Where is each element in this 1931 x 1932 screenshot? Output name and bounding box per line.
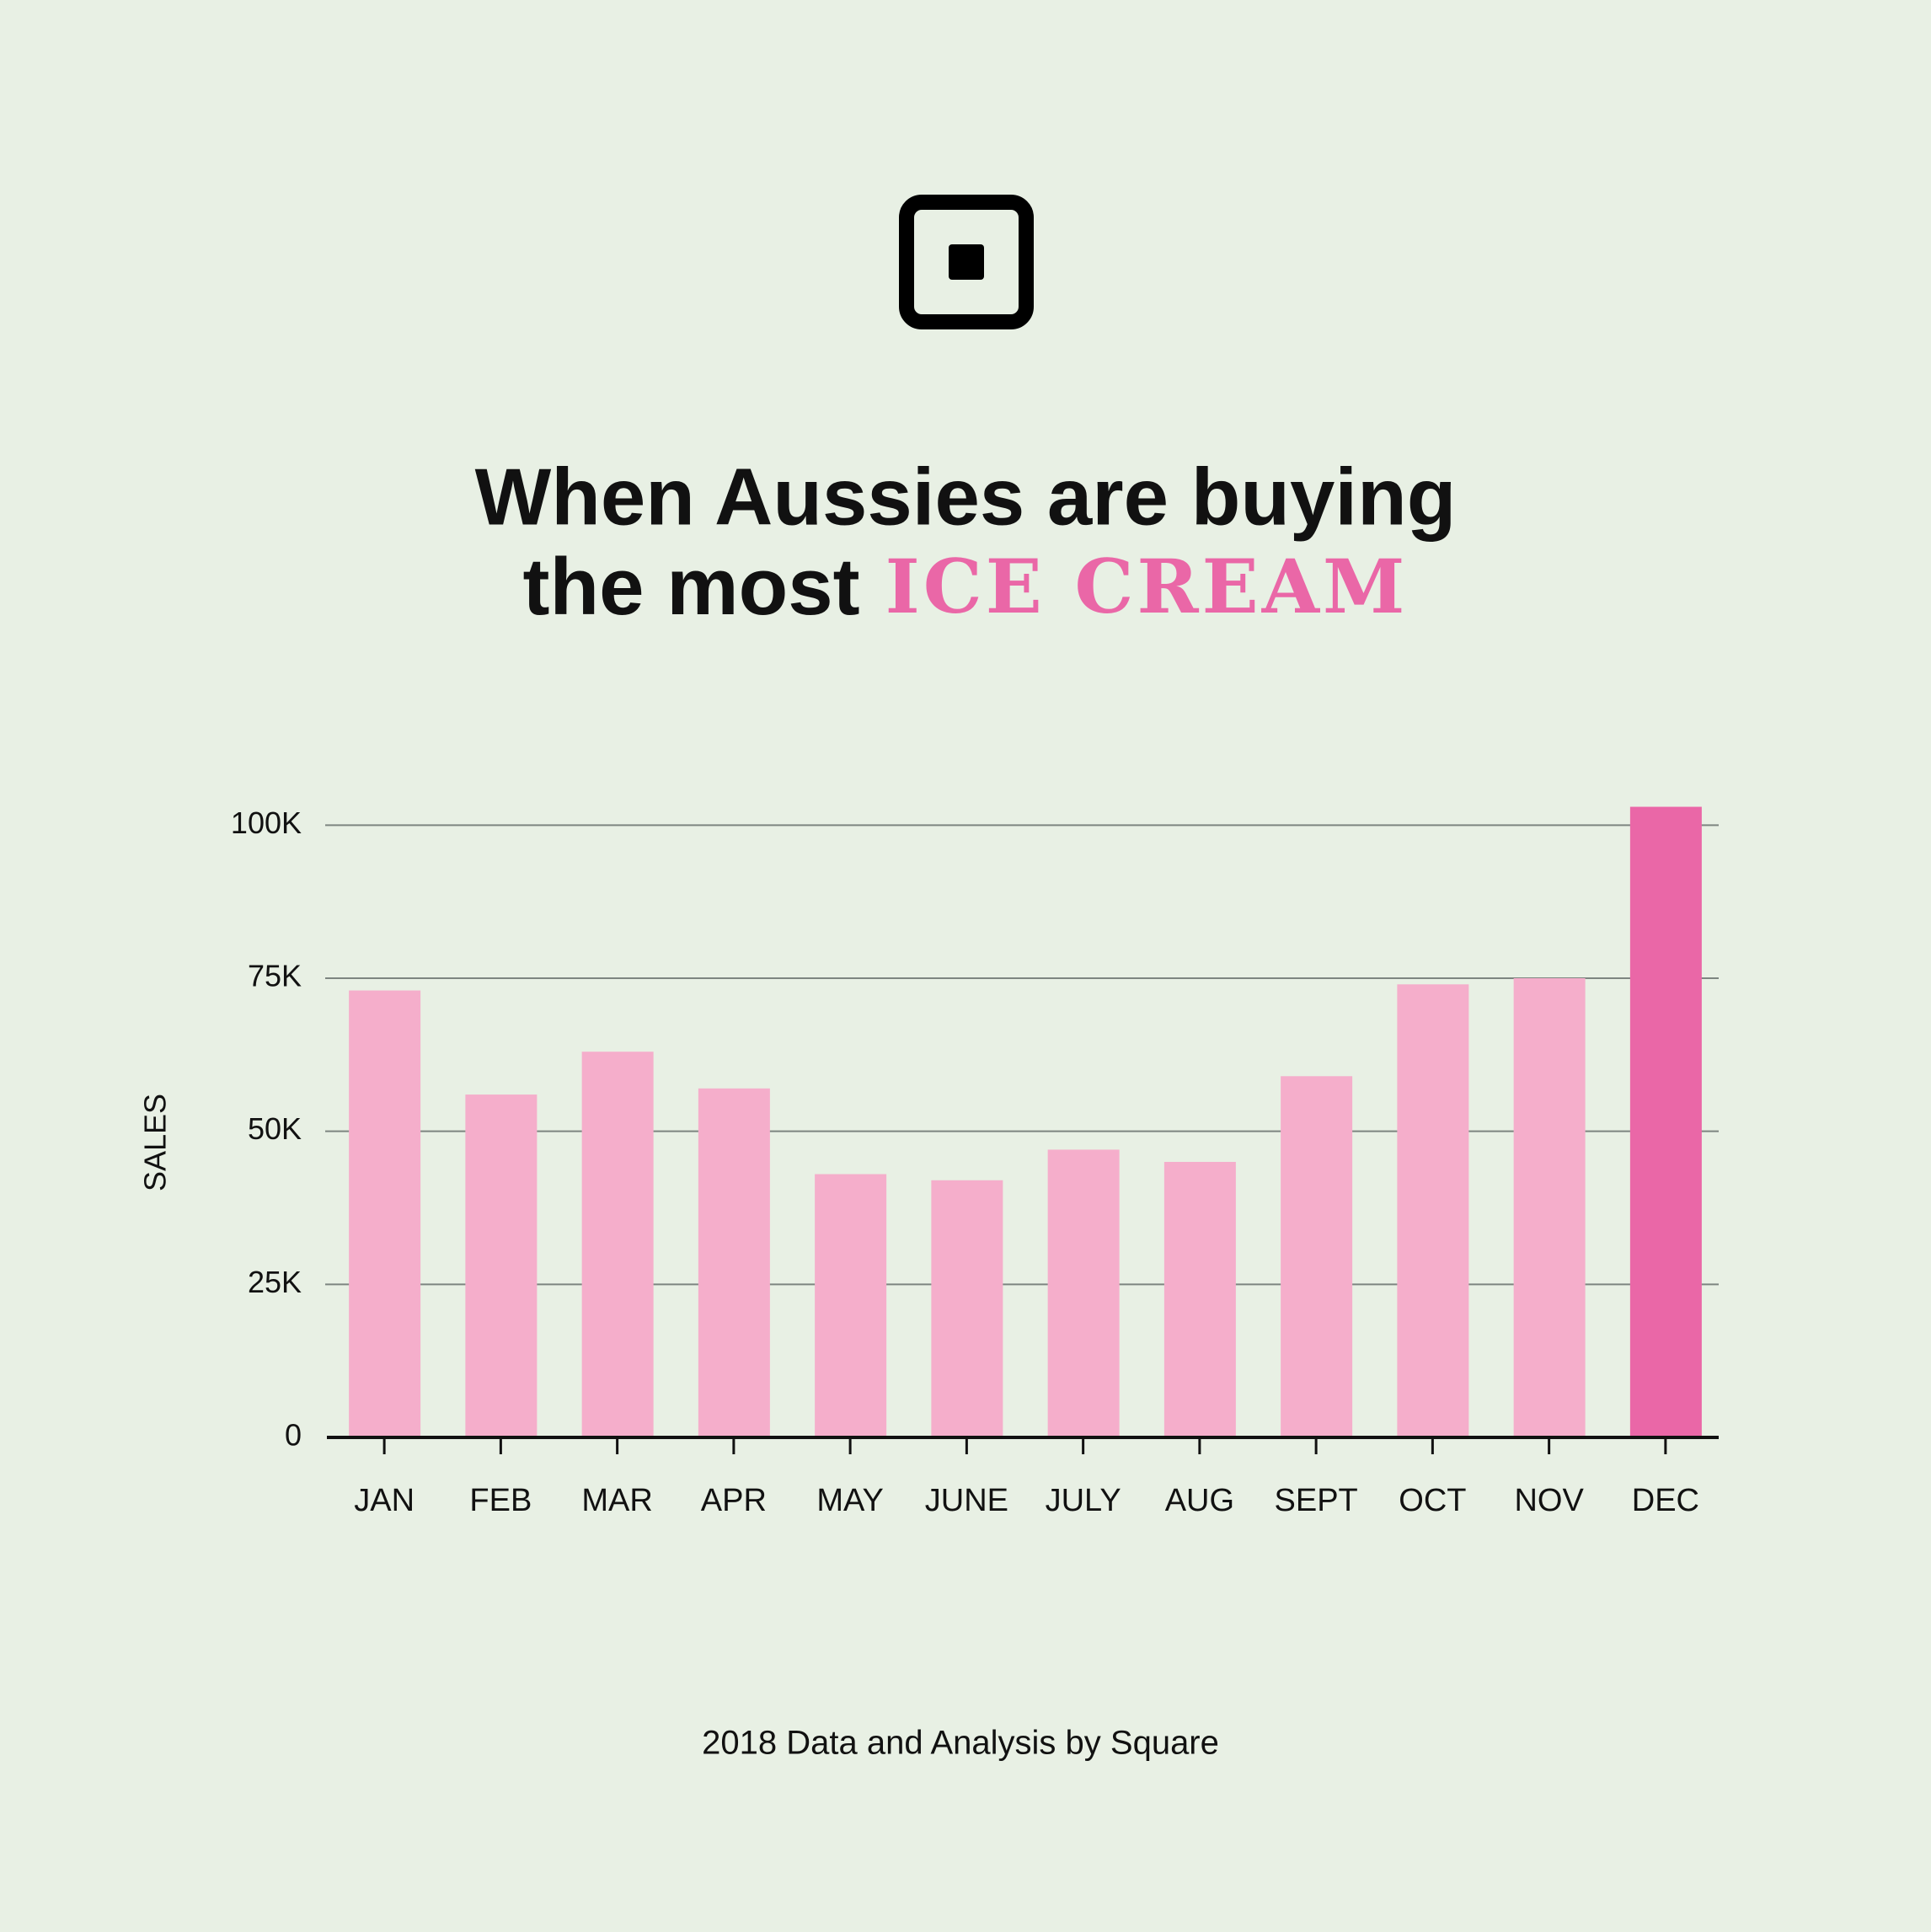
title-highlight: ICE CREAM [885, 543, 1409, 630]
bar [581, 1052, 654, 1437]
y-tick-label: 0 [285, 1418, 302, 1453]
x-tick-label: SEPT [1275, 1483, 1358, 1518]
bar [349, 990, 421, 1437]
y-tick-label: 100K [231, 805, 302, 840]
y-tick-label: 25K [248, 1265, 302, 1299]
title-line-1: When Aussies are buying [475, 452, 1457, 542]
x-tick-label: DEC [1632, 1483, 1699, 1518]
x-tick-label: APR [701, 1483, 767, 1518]
x-tick-label: NOV [1514, 1483, 1584, 1518]
logo-outer [899, 195, 1034, 329]
bar [1513, 978, 1586, 1437]
logo [899, 195, 1034, 329]
x-tick-label: MAY [816, 1483, 884, 1518]
bar [465, 1094, 538, 1437]
source: 2018 Data and Analysis by Square [702, 1725, 1219, 1762]
logo-inner [949, 244, 984, 280]
x-tick-label: JUNE [925, 1483, 1008, 1518]
x-tick-label: MAR [581, 1483, 652, 1518]
x-tick-label: JAN [354, 1483, 415, 1518]
x-tick-label: AUG [1165, 1483, 1234, 1518]
title-line-2: the most ICE CREAM [523, 542, 1409, 632]
y-axis-label: SALES [138, 1094, 173, 1191]
y-tick-label: 50K [248, 1111, 302, 1146]
bar [1397, 984, 1469, 1437]
bar [1629, 806, 1702, 1437]
bar [1047, 1149, 1120, 1437]
title-text: the most [523, 542, 860, 632]
bar [815, 1174, 887, 1437]
x-tick-label: JULY [1046, 1483, 1121, 1518]
bar [931, 1180, 1003, 1437]
y-tick-label: 75K [248, 959, 302, 993]
x-tick-label: OCT [1399, 1483, 1466, 1518]
bar [1163, 1162, 1236, 1437]
bar [698, 1088, 770, 1437]
x-tick-label: FEB [469, 1483, 532, 1518]
bar [1281, 1076, 1353, 1437]
